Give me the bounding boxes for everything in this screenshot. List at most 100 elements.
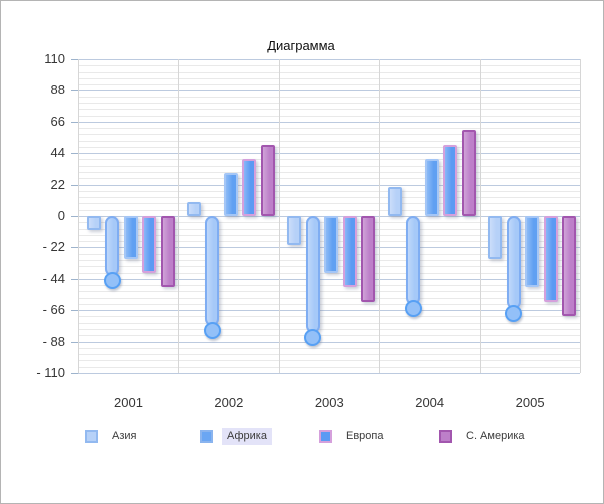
major-gridline (78, 310, 580, 312)
y-axis-label: 66 (50, 113, 65, 129)
capsule-drag-handle-2005[interactable] (505, 304, 523, 322)
x-axis-label-2004: 2004 (415, 395, 445, 410)
minor-gridline (78, 366, 580, 368)
minor-gridline (78, 159, 580, 161)
y-axis-tick (71, 278, 78, 280)
capsule-bar-2004[interactable] (406, 216, 421, 305)
capsule-bar-2001[interactable] (105, 216, 119, 277)
category-separator-line (580, 59, 581, 373)
x-axis-label-2001: 2001 (114, 395, 143, 410)
bar-n-america-2005[interactable] (562, 216, 577, 316)
legend-item-europe[interactable]: Европа (319, 428, 389, 445)
bar-asia-2002[interactable] (186, 201, 201, 216)
bar-n-america-2004[interactable] (461, 130, 476, 216)
bar-africa-2005[interactable] (525, 216, 540, 288)
capsule-drag-handle-2001[interactable] (103, 271, 121, 289)
minor-gridline (78, 272, 580, 274)
major-gridline (78, 90, 580, 92)
category-separator-line (178, 59, 180, 373)
minor-gridline (78, 84, 580, 86)
y-axis-label: - 44 (42, 270, 65, 286)
legend-item-n-america[interactable]: С. Америка (439, 428, 530, 445)
minor-gridline (78, 203, 580, 205)
bar-europe-2002[interactable] (242, 158, 257, 216)
capsule-bar-2003[interactable] (305, 216, 320, 334)
bar-asia-2003[interactable] (287, 216, 302, 245)
minor-gridline (78, 102, 580, 104)
bar-europe-2003[interactable] (342, 216, 357, 288)
y-axis-tick (71, 373, 78, 374)
major-gridline (78, 59, 580, 60)
bar-africa-2004[interactable] (424, 158, 439, 216)
minor-gridline (78, 303, 580, 305)
minor-gridline (78, 140, 580, 142)
y-axis-tick (71, 216, 78, 217)
major-gridline (78, 373, 580, 374)
capsule-bar-2005[interactable] (506, 216, 521, 310)
legend-swatch-europe (319, 430, 332, 443)
minor-gridline (78, 209, 580, 211)
chart-title: Диаграмма (267, 38, 335, 53)
x-axis-label-2005: 2005 (515, 395, 545, 410)
y-axis-tick (71, 90, 78, 92)
category-separator-line (379, 59, 381, 373)
bar-n-america-2002[interactable] (260, 144, 275, 216)
capsule-drag-handle-2004[interactable] (404, 300, 422, 318)
bar-europe-2004[interactable] (443, 144, 458, 216)
y-axis-label: - 110 (36, 365, 65, 380)
bar-n-america-2001[interactable] (160, 216, 175, 288)
major-gridline (78, 153, 580, 155)
legend-item-africa[interactable]: Африка (200, 428, 272, 445)
bar-africa-2001[interactable] (123, 216, 138, 259)
y-axis-tick (71, 153, 78, 155)
minor-gridline (78, 335, 580, 337)
minor-gridline (78, 172, 580, 174)
minor-gridline (78, 178, 580, 180)
capsule-drag-handle-2002[interactable] (203, 321, 221, 339)
y-axis-label: 44 (50, 145, 65, 161)
bar-europe-2001[interactable] (142, 216, 156, 274)
capsule-drag-handle-2003[interactable] (304, 328, 322, 346)
legend-label-n-america: С. Америка (466, 430, 525, 442)
minor-gridline (78, 347, 580, 349)
legend-label-africa: Африка (222, 428, 272, 445)
y-axis-label: 110 (44, 51, 65, 66)
minor-gridline (78, 316, 580, 318)
minor-gridline (78, 65, 580, 67)
bar-europe-2005[interactable] (543, 216, 558, 302)
y-axis-tick (71, 310, 78, 312)
minor-gridline (78, 190, 580, 192)
minor-gridline (78, 96, 580, 98)
bar-asia-2005[interactable] (488, 216, 503, 259)
y-axis-tick (71, 121, 78, 123)
minor-gridline (78, 109, 580, 111)
minor-gridline (78, 77, 580, 79)
minor-gridline (78, 134, 580, 136)
y-axis-label: - 22 (42, 239, 65, 255)
y-axis-label: - 88 (42, 333, 65, 349)
minor-gridline (78, 146, 580, 148)
bar-africa-2003[interactable] (324, 216, 339, 274)
legend-item-asia[interactable]: Азия (85, 428, 141, 445)
bar-n-america-2003[interactable] (361, 216, 376, 302)
major-gridline (78, 121, 580, 123)
y-axis-label: 0 (57, 208, 65, 223)
x-axis-label-2002: 2002 (214, 395, 244, 410)
minor-gridline (78, 360, 580, 362)
minor-gridline (78, 329, 580, 331)
minor-gridline (78, 71, 580, 73)
capsule-bar-2002[interactable] (205, 216, 220, 327)
legend-swatch-n-america (439, 430, 452, 443)
bar-asia-2001[interactable] (86, 216, 101, 231)
minor-gridline (78, 128, 580, 130)
minor-gridline (78, 165, 580, 167)
plot-area (78, 59, 581, 374)
legend-label-europe: Европа (346, 430, 384, 442)
major-gridline (78, 341, 580, 343)
bar-africa-2002[interactable] (223, 173, 238, 216)
minor-gridline (78, 285, 580, 287)
category-separator-line (278, 59, 280, 373)
y-axis-tick (71, 184, 78, 186)
bar-asia-2004[interactable] (387, 187, 402, 216)
